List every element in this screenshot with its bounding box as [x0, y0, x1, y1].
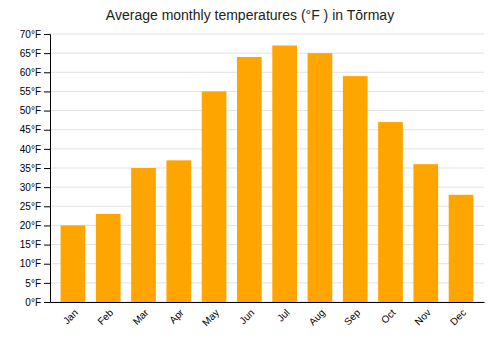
y-axis-line — [44, 35, 51, 303]
x-tick-label: Nov — [412, 307, 432, 327]
x-tick: Nov — [412, 307, 432, 327]
y-tick-label: 35°F — [20, 163, 41, 174]
x-tick: Apr — [167, 306, 186, 325]
y-tick-label: 50°F — [20, 105, 41, 116]
x-tick-label: Jun — [237, 307, 256, 326]
chart-svg: Average monthly temperatures (°F ) in Tō… — [0, 0, 500, 350]
bar — [272, 45, 297, 302]
y-tick: 70°F — [20, 29, 50, 40]
y-tick-mark — [44, 206, 50, 207]
y-tick: 35°F — [20, 163, 50, 174]
y-tick-label: 0°F — [25, 297, 41, 308]
y-axis: 0°F 5°F 10°F 15°F 20°F 25°F 30°F 35°F 40°F 45°F 50… — [20, 29, 51, 308]
y-tick-mark — [44, 130, 50, 131]
y-tick: 0°F — [25, 297, 50, 308]
x-axis-line — [51, 302, 485, 303]
bar — [413, 164, 438, 302]
y-tick: 30°F — [20, 182, 50, 193]
x-tick-label: Aug — [307, 307, 327, 327]
y-tick-label: 45°F — [20, 124, 41, 135]
y-tick-mark — [44, 187, 50, 188]
x-tick-label: Feb — [95, 307, 115, 327]
x-tick: Aug — [307, 307, 327, 327]
x-tick-label: Dec — [448, 307, 468, 327]
y-tick: 25°F — [20, 201, 50, 212]
x-tick: Oct — [379, 307, 398, 326]
y-tick-label: 65°F — [20, 48, 41, 59]
y-tick-label: 5°F — [25, 278, 41, 289]
y-tick-label: 60°F — [20, 67, 41, 78]
y-tick: 45°F — [20, 124, 50, 135]
x-tick: Feb — [95, 307, 115, 327]
grid — [50, 34, 484, 302]
y-tick-mark — [44, 91, 50, 92]
bar — [131, 168, 156, 302]
y-tick: 65°F — [20, 48, 50, 59]
plot: 0°F 5°F 10°F 15°F 20°F 25°F 30°F 35°F 40°F 45°F 50… — [20, 29, 485, 328]
chart-container: Average monthly temperatures (°F ) in Tō… — [0, 0, 500, 350]
y-tick-mark — [44, 72, 50, 73]
y-tick-mark — [44, 111, 50, 112]
y-tick-label: 30°F — [20, 182, 41, 193]
y-tick: 55°F — [20, 86, 50, 97]
bar — [166, 160, 191, 302]
y-tick-label: 40°F — [20, 144, 41, 155]
bar — [61, 225, 86, 302]
x-tick-label: Jul — [275, 307, 292, 324]
x-tick-label: Apr — [167, 306, 186, 325]
chart-title: Average monthly temperatures (°F ) in Tō… — [106, 7, 394, 23]
y-tick-mark — [44, 168, 50, 169]
y-tick: 20°F — [20, 220, 50, 231]
y-tick: 50°F — [20, 105, 50, 116]
grid-line — [50, 34, 484, 35]
grid-line — [50, 91, 484, 92]
x-axis: Jan Feb Mar Apr May Jun Jul Aug Sep Oct Nov Dec — [51, 303, 485, 329]
grid-line — [50, 110, 484, 111]
y-tick: 10°F — [20, 258, 50, 269]
bar — [343, 76, 368, 302]
y-tick-label: 70°F — [20, 29, 41, 40]
bar — [237, 57, 262, 302]
y-tick-label: 20°F — [20, 220, 41, 231]
x-tick: Jul — [275, 307, 292, 324]
x-tick-label: Mar — [131, 306, 151, 326]
y-tick-mark — [44, 283, 50, 284]
x-tick-label: Sep — [342, 307, 363, 328]
y-tick: 60°F — [20, 67, 50, 78]
x-tick: Jan — [61, 307, 80, 326]
y-tick-label: 15°F — [20, 239, 41, 250]
grid-line — [50, 148, 484, 149]
x-tick: Sep — [342, 307, 363, 328]
bar — [449, 195, 474, 302]
y-tick-mark — [44, 264, 50, 265]
x-tick-label: Jan — [61, 307, 80, 326]
y-tick-mark — [44, 245, 50, 246]
y-tick-mark — [44, 149, 50, 150]
x-tick: Jun — [237, 307, 256, 326]
y-tick-label: 10°F — [20, 258, 41, 269]
x-tick: Mar — [131, 306, 151, 326]
x-tick-label: May — [200, 307, 221, 328]
bar — [96, 214, 121, 302]
y-tick: 15°F — [20, 239, 50, 250]
y-tick-label: 25°F — [20, 201, 41, 212]
bar — [202, 91, 227, 302]
y-tick-mark — [44, 34, 50, 35]
y-tick: 40°F — [20, 144, 50, 155]
y-tick-mark — [44, 225, 50, 226]
bar — [378, 122, 403, 302]
y-tick-mark — [44, 302, 50, 303]
y-tick-mark — [44, 53, 50, 54]
bar — [308, 53, 333, 302]
y-tick-label: 55°F — [20, 86, 41, 97]
x-tick-label: Oct — [379, 307, 398, 326]
x-tick: May — [200, 307, 221, 328]
bars — [61, 45, 474, 302]
x-tick: Dec — [448, 307, 468, 327]
grid-line — [50, 53, 484, 54]
grid-line — [50, 129, 484, 130]
grid-line — [50, 72, 484, 73]
y-tick: 5°F — [25, 278, 50, 289]
